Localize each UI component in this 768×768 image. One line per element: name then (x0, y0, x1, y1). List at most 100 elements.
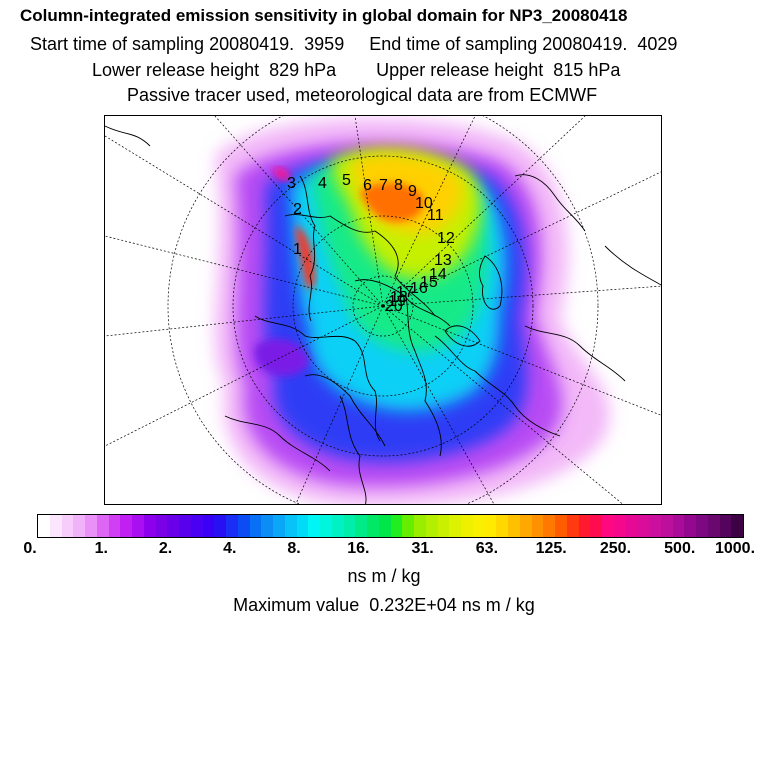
colorbar-swatch (602, 515, 614, 537)
tracer-info-line: Passive tracer used, meteorological data… (127, 85, 598, 105)
colorbar-tick-label: 63. (475, 540, 499, 557)
colorbar-swatch (331, 515, 344, 537)
colorbar-swatch (649, 515, 661, 537)
traj-label: 8 (394, 177, 403, 194)
map-panel: 1 2 3 4 5 6 7 8 9 10 11 12 13 14 15 16 1… (104, 115, 662, 505)
colorbar-swatch (719, 515, 732, 537)
traj-label: 5 (342, 172, 351, 189)
colorbar-swatch (308, 515, 320, 537)
colorbar-swatch (613, 515, 626, 537)
colorbar-tick-label: 4. (223, 540, 237, 557)
colorbar-swatch (660, 515, 673, 537)
colorbar-swatch (367, 515, 379, 537)
traj-label: 2 (293, 201, 302, 218)
colorbar (37, 514, 744, 538)
colorbar-tick-label: 1000. (714, 540, 756, 557)
colorbar-swatch (296, 515, 309, 537)
traj-label: 14 (429, 266, 447, 283)
colorbar-swatch (85, 515, 97, 537)
traj-label: 15 (420, 274, 438, 291)
colorbar-swatch (707, 515, 720, 537)
colorbar-swatch (179, 515, 191, 537)
colorbar-swatch (155, 515, 168, 537)
colorbar-tick-label: 500. (664, 540, 696, 557)
colorbar-swatch (49, 515, 62, 537)
colorbar-swatch (472, 515, 485, 537)
colorbar-swatch (96, 515, 109, 537)
sampling-time-line: Start time of sampling 20080419. 3959 En… (30, 34, 678, 54)
colorbar-unit-label: ns m / kg (347, 566, 421, 586)
colorbar-swatch (108, 515, 121, 537)
traj-label: 3 (287, 175, 296, 192)
traj-label: 9 (408, 183, 417, 200)
coastlines (105, 125, 661, 504)
colorbar-swatch (625, 515, 638, 537)
colorbar-swatch (414, 515, 426, 537)
colorbar-swatch (214, 515, 226, 537)
colorbar-swatch (637, 515, 649, 537)
colorbar-swatch (284, 515, 297, 537)
colorbar-tick-label: 16. (347, 540, 370, 557)
traj-label: 12 (437, 230, 455, 247)
colorbar-swatch (273, 515, 285, 537)
traj-label: 19 (388, 293, 406, 310)
colorbar-swatch (437, 515, 450, 537)
colorbar-swatch (120, 515, 132, 537)
colorbar-swatch (578, 515, 591, 537)
colorbar-swatch (461, 515, 473, 537)
colorbar-swatch (519, 515, 532, 537)
colorbar-swatch (190, 515, 203, 537)
colorbar-tick-label: 125. (535, 540, 567, 557)
colorbar-swatch (590, 515, 602, 537)
traj-label: 20 (385, 298, 403, 315)
colorbar-swatch (696, 515, 708, 537)
chart-title: Column-integrated emission sensitivity i… (20, 6, 628, 25)
traj-label: 18 (390, 289, 408, 306)
colorbar-swatch (555, 515, 567, 537)
graticule (105, 116, 661, 504)
colorbar-swatch (237, 515, 250, 537)
traj-label: 16 (410, 280, 428, 297)
release-height-line: Lower release height 829 hPa Upper relea… (92, 60, 621, 80)
colorbar-swatch (202, 515, 215, 537)
traj-label: 13 (434, 252, 452, 269)
colorbar-swatch (355, 515, 367, 537)
colorbar-swatch (508, 515, 520, 537)
colorbar-tick-label: 1. (94, 540, 108, 557)
colorbar-swatch (249, 515, 262, 537)
colorbar-swatch (167, 515, 179, 537)
colorbar-swatch (566, 515, 579, 537)
colorbar-swatch (543, 515, 555, 537)
traj-label: 1 (293, 241, 302, 258)
colorbar-swatch (61, 515, 74, 537)
colorbar-swatch (226, 515, 238, 537)
colorbar-tick-labels: 0. 1. 2. 4. 8. 16. 31. 63. 125. 250. 500. 1000. (0, 540, 768, 562)
colorbar-swatch (731, 515, 743, 537)
colorbar-tick-label: 250. (599, 540, 632, 557)
colorbar-swatch (531, 515, 544, 537)
colorbar-tick-label: 2. (158, 540, 173, 557)
colorbar-swatch (402, 515, 414, 537)
colorbar-swatch (143, 515, 156, 537)
colorbar-swatch (425, 515, 438, 537)
colorbar-swatch (378, 515, 391, 537)
sensitivity-map: 1 2 3 4 5 6 7 8 9 10 11 12 13 14 15 16 1… (105, 116, 661, 504)
colorbar-swatch (132, 515, 144, 537)
traj-label: 4 (318, 175, 327, 192)
traj-label: 17 (396, 284, 414, 301)
traj-label: 7 (379, 177, 388, 194)
colorbar-tick-label: 0. (23, 540, 37, 557)
colorbar-swatch (73, 515, 85, 537)
colorbar-swatch (261, 515, 273, 537)
traj-label: 6 (363, 177, 372, 194)
colorbar-swatch (496, 515, 508, 537)
max-value-label: Maximum value 0.232E+04 ns m / kg (233, 595, 535, 615)
colorbar-swatch (684, 515, 696, 537)
colorbar-swatch (484, 515, 497, 537)
colorbar-swatch (343, 515, 356, 537)
colorbar-swatch (390, 515, 403, 537)
traj-label: 11 (427, 207, 444, 224)
colorbar-swatch (38, 515, 50, 537)
colorbar-swatch (672, 515, 685, 537)
colorbar-swatch (320, 515, 332, 537)
